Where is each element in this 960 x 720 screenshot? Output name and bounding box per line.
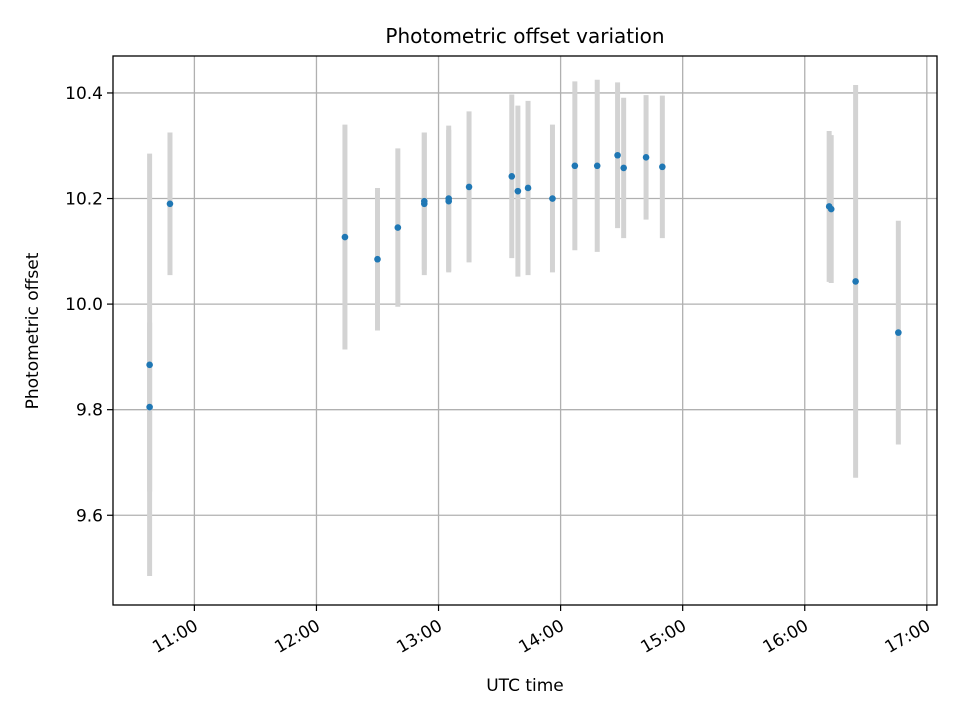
- grid: [113, 56, 937, 605]
- data-point: [827, 205, 835, 213]
- data-point: [659, 163, 666, 171]
- data-point: [394, 224, 402, 231]
- data-point: [524, 184, 532, 192]
- data-point: [465, 183, 473, 191]
- y-axis-ticks: 9.6 9.8 10.0 10.2 10.4: [65, 84, 113, 526]
- data-point: [146, 361, 153, 369]
- x-axis-label: UTC time: [486, 676, 564, 696]
- plot-frame: [112, 55, 938, 606]
- data-point: [642, 154, 650, 161]
- data-point: [614, 151, 621, 159]
- y-tick-label: 10.4: [65, 84, 103, 104]
- data-point: [374, 255, 381, 263]
- y-axis-label: Photometric offset: [23, 252, 43, 409]
- data-point: [852, 278, 859, 285]
- data-point: [571, 162, 579, 170]
- y-tick-label: 9.6: [76, 506, 103, 526]
- data-point: [895, 329, 902, 336]
- y-tick-label: 10.2: [65, 190, 103, 210]
- data-point: [166, 200, 174, 208]
- y-tick-label: 9.8: [76, 401, 103, 421]
- data-point: [549, 195, 556, 202]
- data-point: [445, 197, 453, 205]
- y-tick-label: 10.0: [65, 295, 103, 315]
- data-point: [620, 164, 627, 172]
- data-points: [146, 151, 902, 411]
- data-point: [514, 187, 522, 195]
- data-point: [146, 403, 153, 411]
- data-point: [420, 197, 428, 205]
- data-point: [341, 233, 349, 241]
- chart-title: Photometric offset variation: [385, 24, 664, 48]
- data-point: [508, 173, 516, 180]
- data-point: [593, 162, 601, 170]
